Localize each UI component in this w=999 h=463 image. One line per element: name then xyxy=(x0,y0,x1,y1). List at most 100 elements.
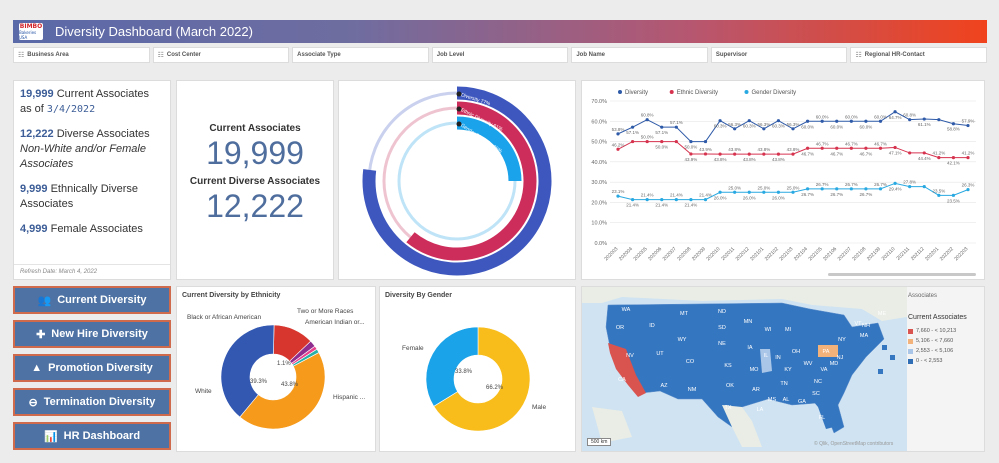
state-label: CA xyxy=(618,377,626,383)
radial-bar xyxy=(456,116,522,182)
associates-map-panel[interactable]: WA OR ID MT ND MN WI MI SD WY NE IA IL IN OH PA NY NH NV UT… xyxy=(581,286,985,452)
diverse-count: 12,222 xyxy=(20,128,54,140)
data-point xyxy=(776,119,781,123)
data-point xyxy=(630,197,635,202)
data-label: 46.7% xyxy=(816,141,829,146)
summary-panel: 19,999 Current Associates as of 3/4/2022… xyxy=(13,80,171,280)
state-marker xyxy=(890,355,895,360)
state-label: MO xyxy=(750,367,760,373)
current-diversity-button[interactable]: 👥 Current Diversity xyxy=(13,286,171,314)
legend-label: Gender Diversity xyxy=(752,90,797,96)
state-label: NV xyxy=(626,353,634,359)
data-point xyxy=(762,127,766,131)
x-tick-label: 202011 xyxy=(720,246,736,262)
nav-buttons: 👥 Current Diversity ✚ New Hire Diversity ▲… xyxy=(13,286,171,456)
data-point xyxy=(616,132,620,136)
filter-regional-hr-contact[interactable]: ☷ Regional HR-Contact xyxy=(850,47,988,63)
label-female: Female xyxy=(402,345,424,352)
data-point xyxy=(703,139,708,144)
data-label: 43.8% xyxy=(772,157,785,162)
legend-swatch xyxy=(908,338,913,344)
state-label: OK xyxy=(726,383,734,389)
state-illinois[interactable] xyxy=(760,349,772,373)
data-point xyxy=(805,146,810,150)
data-label: 58.8% xyxy=(947,127,960,132)
data-point xyxy=(937,155,941,160)
state-label: NM xyxy=(688,387,697,393)
data-label: 46.7% xyxy=(801,151,814,156)
radial-bar xyxy=(406,101,537,261)
filter-associate-type[interactable]: Associate Type xyxy=(292,47,429,63)
x-tick-label: 202009 xyxy=(691,246,707,262)
data-point xyxy=(645,197,649,202)
ethnicity-donut-svg: Black or African American Two or More Rac… xyxy=(187,308,365,430)
state-california[interactable] xyxy=(608,343,646,397)
filter-job-name[interactable]: Job Name xyxy=(571,47,708,63)
x-tick-label: 202201 xyxy=(924,246,940,262)
data-point xyxy=(645,139,649,144)
data-label: 57.1% xyxy=(670,120,683,125)
hr-dashboard-button[interactable]: 📊 HR Dashboard xyxy=(13,422,171,450)
data-label: 42.1% xyxy=(947,161,960,166)
legend-item: 5,106 - < 7,660 xyxy=(908,338,982,344)
state-label: SD xyxy=(718,325,726,331)
state-florida[interactable] xyxy=(808,387,834,429)
data-label: 26.3% xyxy=(962,183,975,188)
map-scale-bar: 500 km xyxy=(587,438,612,446)
data-point xyxy=(849,119,853,123)
radial-chart-svg: Diversity 77%Ethnic Diversity 61%Gender … xyxy=(362,86,552,276)
legend-marker xyxy=(618,90,622,94)
state-label: IA xyxy=(747,345,753,351)
data-label: 50.0% xyxy=(641,135,654,140)
us-map-svg[interactable]: WA OR ID MT ND MN WI MI SD WY NE IA IL IN OH PA NY NH NV UT… xyxy=(582,287,907,451)
logo-subtext: Bakeries USA xyxy=(19,29,37,40)
data-point xyxy=(835,187,839,191)
state-label: MS xyxy=(768,397,777,403)
filter-business-area[interactable]: ☷ Business Area xyxy=(13,47,150,63)
filter-supervisor[interactable]: Supervisor xyxy=(710,47,848,63)
dashboard-title: Diversity Dashboard (March 2022) xyxy=(55,24,253,39)
state-label: NC xyxy=(814,379,822,385)
data-point xyxy=(820,187,824,191)
new-hire-diversity-button[interactable]: ✚ New Hire Diversity xyxy=(13,320,171,348)
data-point xyxy=(616,194,620,198)
legend-marker xyxy=(744,90,749,94)
y-tick-label: 40.0% xyxy=(591,160,607,166)
data-point xyxy=(951,122,956,126)
filter-list-icon: ☷ xyxy=(855,52,862,59)
state-pennsylvania[interactable] xyxy=(818,345,838,357)
legend-swatch xyxy=(908,348,913,354)
state-label: CO xyxy=(686,359,695,365)
data-point xyxy=(908,118,912,122)
termination-diversity-button[interactable]: ⊖ Termination Diversity xyxy=(13,388,171,416)
data-label: 46.7% xyxy=(860,151,873,156)
y-tick-label: 60.0% xyxy=(591,119,607,125)
state-label: ND xyxy=(718,309,726,315)
data-label: 21.4% xyxy=(699,193,712,198)
filter-cost-center[interactable]: ☷ Cost Center xyxy=(152,47,290,63)
data-point xyxy=(660,139,664,144)
data-label: 44.4% xyxy=(918,156,931,161)
kpi-current-label: Current Associates xyxy=(209,123,301,134)
data-label: 43.8% xyxy=(714,157,727,162)
state-label: NY xyxy=(838,337,846,343)
data-label: 21.4% xyxy=(685,203,698,208)
x-tick-label: 202012 xyxy=(735,246,751,262)
legend-marker xyxy=(669,90,674,94)
x-tick-label: 202105 xyxy=(808,246,824,262)
filter-job-level[interactable]: Job Level xyxy=(431,47,569,63)
data-point xyxy=(645,118,649,122)
users-icon: 👥 xyxy=(37,294,52,307)
x-tick-label: 202004 xyxy=(618,246,634,262)
promotion-diversity-button[interactable]: ▲ Promotion Diversity xyxy=(13,354,171,382)
x-tick-label: 202109 xyxy=(866,246,882,262)
ethnic-count: 9,999 xyxy=(20,183,48,195)
state-label: WV xyxy=(804,361,813,367)
data-label: 46.7% xyxy=(830,151,843,156)
state-label: AZ xyxy=(660,383,668,389)
data-label: 21.4% xyxy=(670,193,683,198)
legend-item: 7,660 - < 10,213 xyxy=(908,328,982,334)
legend-title: Current Associates xyxy=(908,314,967,321)
label-hispanic: Hispanic ... xyxy=(333,394,365,401)
chart-icon: 📊 xyxy=(43,430,58,443)
